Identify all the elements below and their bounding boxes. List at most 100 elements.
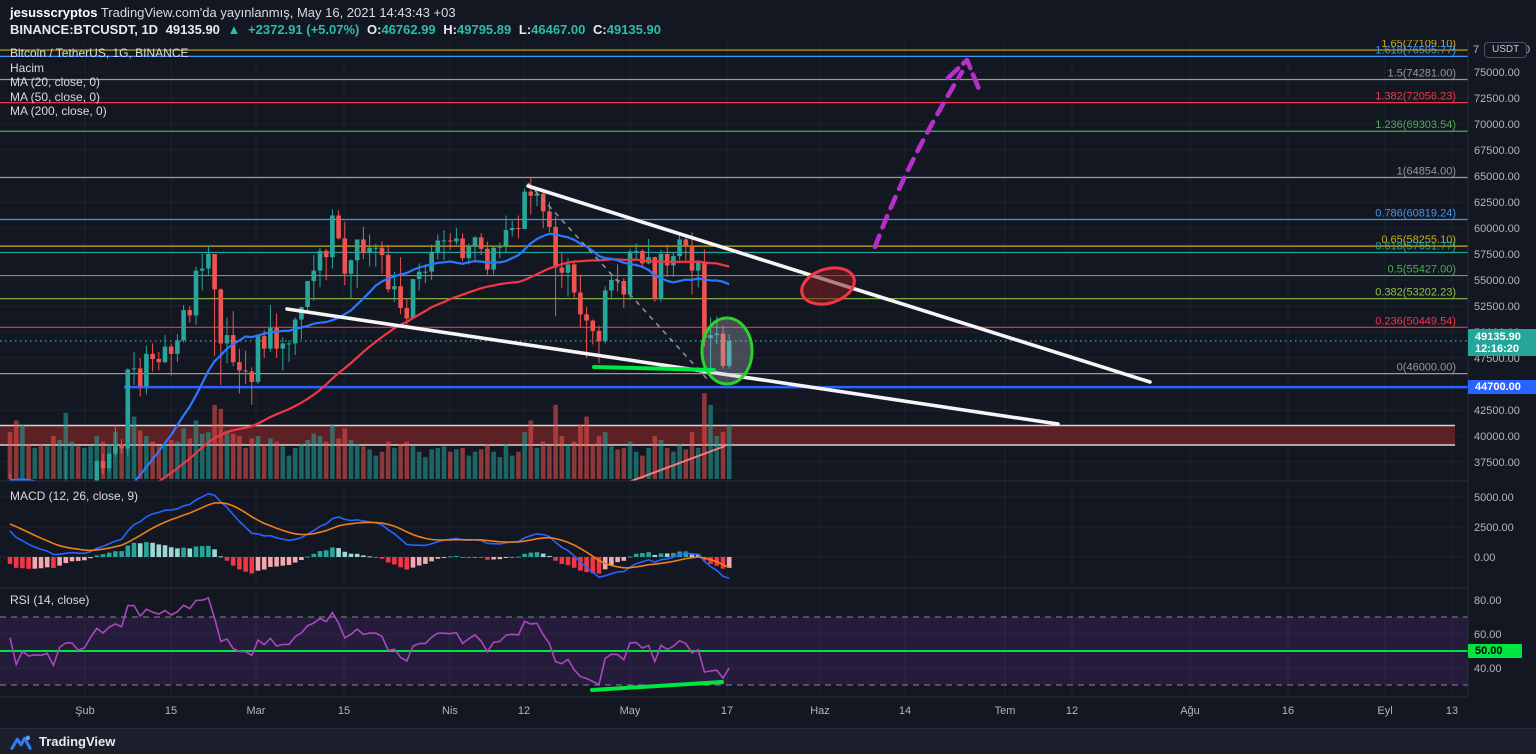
svg-text:15: 15 [165, 705, 177, 717]
macd-signal-line [9, 501, 730, 569]
svg-text:0.618(57651.77): 0.618(57651.77) [1375, 240, 1456, 252]
svg-text:40000.00: 40000.00 [1474, 431, 1520, 443]
svg-text:75000.00: 75000.00 [1474, 67, 1520, 79]
svg-text:65000.00: 65000.00 [1474, 171, 1520, 183]
svg-text:67500.00: 67500.00 [1474, 145, 1520, 157]
ma20-line [9, 232, 730, 481]
macd-histogram [7, 542, 732, 574]
svg-text:0.786(60819.24): 0.786(60819.24) [1375, 207, 1456, 219]
currency-unit-button[interactable]: USDT [1484, 42, 1528, 58]
rsi-line [9, 596, 730, 686]
legend-ma50[interactable]: MA (50, close, 0) [10, 89, 101, 104]
header: jesusscryptos TradingView.com'da yayınla… [0, 0, 1536, 40]
svg-text:15: 15 [338, 705, 350, 717]
svg-text:2500.00: 2500.00 [1474, 522, 1514, 534]
svg-text:Mar: Mar [247, 705, 266, 717]
publish-text: TradingView.com'da yayınlanmış, May 16, … [97, 5, 456, 20]
svg-text:12: 12 [518, 705, 530, 717]
high-value: 49795.89 [457, 22, 512, 37]
ma200-line [628, 445, 726, 481]
svg-text:1.65(77109.10): 1.65(77109.10) [1381, 38, 1456, 50]
close-label: C: [593, 22, 607, 37]
legend-symbol[interactable]: Bitcoin / TetherUS, 1G, BINANCE [10, 46, 189, 60]
current-price-value: 49135.90 [1475, 330, 1521, 343]
rsi-50-badge: 50.00 [1468, 644, 1522, 658]
dashed-trendline[interactable] [527, 182, 709, 381]
svg-text:0.00: 0.00 [1474, 552, 1495, 564]
svg-text:May: May [620, 705, 641, 717]
svg-text:40.00: 40.00 [1474, 663, 1502, 675]
open-value: 46762.99 [381, 22, 436, 37]
time-axis[interactable] [0, 697, 1536, 728]
svg-text:80.00: 80.00 [1474, 595, 1502, 607]
legend-volume[interactable]: Hacim [10, 60, 45, 75]
symbol-title[interactable]: BINANCE:BTCUSDT, 1D [10, 22, 159, 37]
macd-legend[interactable]: MACD (12, 26, close, 9) [10, 489, 139, 503]
wedge-lower-trendline[interactable] [285, 307, 1060, 426]
open-label: O: [366, 22, 382, 37]
main-legend: Bitcoin / TetherUS, 1G, BINANCE Hacim MA… [10, 46, 189, 119]
rsi-band [0, 616, 1468, 686]
current-price-badge: 49135.90 12:16:20 [1468, 329, 1536, 356]
svg-text:52500.00: 52500.00 [1474, 301, 1520, 313]
low-value: 46467.00 [531, 22, 586, 37]
symbol-info-bar: BINANCE:BTCUSDT, 1D 49135.90 ▲ +2372.91 … [10, 21, 1536, 38]
macd-line [9, 492, 730, 580]
svg-text:37500.00: 37500.00 [1474, 457, 1520, 469]
level-44700-badge: 44700.00 [1468, 380, 1536, 394]
high-label: H: [443, 22, 458, 37]
svg-text:16: 16 [1282, 705, 1294, 717]
svg-text:72500.00: 72500.00 [1474, 93, 1520, 105]
svg-text:0.236(50449.54): 0.236(50449.54) [1375, 315, 1456, 327]
fib-levels[interactable]: 1.65(77109.10)1.618(76505.77) 1.5(74281.0… [0, 38, 1468, 375]
low-label: L: [518, 22, 532, 37]
last-price: 49135.90 [165, 22, 220, 37]
candlesticks [9, 177, 732, 481]
svg-text:42500.00: 42500.00 [1474, 405, 1520, 417]
footer: TradingView [0, 728, 1536, 754]
bar-countdown: 12:16:20 [1475, 342, 1520, 355]
svg-text:1.618(76505.77): 1.618(76505.77) [1375, 44, 1456, 56]
footer-brand[interactable]: TradingView [39, 734, 116, 749]
svg-text:1.5(74281.00): 1.5(74281.00) [1388, 67, 1457, 79]
svg-text:1.236(69303.54): 1.236(69303.54) [1375, 119, 1456, 131]
svg-text:1.382(72056.23): 1.382(72056.23) [1375, 91, 1456, 103]
svg-text:70000.00: 70000.00 [1474, 119, 1520, 131]
svg-text:47500.00: 47500.00 [1474, 353, 1520, 365]
svg-text:0.65(58255.10): 0.65(58255.10) [1381, 234, 1456, 246]
svg-text:55000.00: 55000.00 [1474, 275, 1520, 287]
svg-text:Ağu: Ağu [1180, 705, 1200, 717]
svg-text:Şub: Şub [75, 705, 95, 717]
price-change: +2372.91 (+5.07%) [248, 22, 360, 37]
svg-text:0.5(55427.00): 0.5(55427.00) [1388, 264, 1457, 276]
svg-text:14: 14 [899, 705, 911, 717]
svg-text:60.00: 60.00 [1474, 629, 1502, 641]
svg-text:0(46000.00): 0(46000.00) [1397, 362, 1456, 374]
rsi-legend[interactable]: RSI (14, close) [10, 593, 90, 607]
close-value: 49135.90 [606, 22, 661, 37]
publish-info: jesusscryptos TradingView.com'da yayınla… [10, 4, 1536, 21]
tradingview-logo-icon[interactable] [10, 733, 32, 751]
svg-text:Nis: Nis [442, 705, 458, 717]
entry-ellipse[interactable] [700, 316, 754, 386]
svg-text:1(64854.00): 1(64854.00) [1397, 166, 1456, 178]
author-name[interactable]: jesusscryptos [10, 5, 98, 20]
svg-text:Tem: Tem [995, 705, 1016, 717]
legend-ma20[interactable]: MA (20, close, 0) [10, 75, 101, 90]
svg-text:13: 13 [1446, 705, 1458, 717]
svg-text:5000.00: 5000.00 [1474, 492, 1514, 504]
svg-text:0.382(53202.23): 0.382(53202.23) [1375, 287, 1456, 299]
svg-text:Haz: Haz [810, 705, 830, 717]
ma50-line [157, 258, 730, 481]
svg-text:Eyl: Eyl [1377, 705, 1392, 717]
svg-text:60000.00: 60000.00 [1474, 223, 1520, 235]
resistance-ellipse[interactable] [797, 262, 859, 310]
projection-arrow[interactable] [872, 57, 984, 250]
green-support-line[interactable] [592, 365, 716, 372]
svg-text:17: 17 [721, 705, 733, 717]
legend-ma200[interactable]: MA (200, close, 0) [10, 104, 107, 119]
rsi-support-trendline[interactable] [590, 680, 724, 692]
svg-text:12: 12 [1066, 705, 1078, 717]
